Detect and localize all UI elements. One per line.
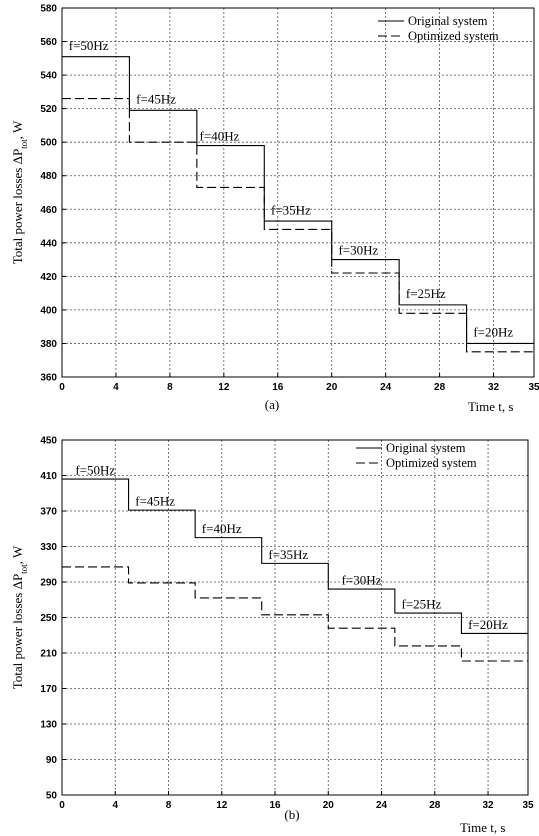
x-axis-label: Time t, s: [468, 399, 513, 414]
y-tick-label: 480: [40, 171, 57, 182]
frequency-label: f=50Hz: [69, 38, 109, 53]
x-tick-label: 32: [482, 800, 494, 811]
frequency-label: f=25Hz: [406, 286, 446, 301]
x-tick-label: 12: [218, 382, 230, 393]
y-axis-label: Total power losses ΔPtot, W: [10, 545, 29, 689]
x-axis-label: Time t, s: [460, 820, 505, 835]
series-line-optimized: [62, 98, 534, 353]
plot-frame: [61, 7, 535, 378]
y-tick-label: 250: [40, 613, 57, 624]
x-tick-label: 16: [272, 382, 284, 393]
legend-entry: Original system: [408, 14, 488, 28]
frequency-label: f=35Hz: [271, 202, 311, 217]
y-tick-label: 460: [40, 205, 57, 216]
y-tick-label: 400: [40, 305, 57, 316]
x-tick-label: 8: [167, 382, 173, 393]
series-line-original: [62, 56, 534, 345]
frequency-label: f=40Hz: [202, 521, 242, 536]
y-tick-label: 440: [40, 238, 57, 249]
frequency-label: f=30Hz: [342, 573, 382, 588]
x-tick-label: 20: [326, 382, 338, 393]
frequency-label: f=25Hz: [402, 597, 442, 612]
x-tick-label: 16: [269, 800, 281, 811]
y-tick-label: 380: [40, 339, 57, 350]
y-tick-label: 360: [40, 373, 57, 384]
x-tick-label: 4: [112, 800, 118, 811]
frequency-label: f=20Hz: [473, 325, 513, 340]
y-tick-label: 520: [40, 104, 57, 115]
y-tick-label: 370: [40, 507, 57, 518]
y-tick-label: 130: [40, 720, 57, 731]
x-tick-label: 4: [113, 382, 119, 393]
frequency-label: f=35Hz: [268, 547, 308, 562]
x-tick-label: 28: [429, 800, 441, 811]
legend-entry: Optimized system: [408, 29, 499, 43]
y-tick-label: 580: [40, 4, 57, 15]
x-tick-label: 35: [522, 800, 534, 811]
series-line-original: [62, 478, 528, 635]
x-tick-label: 35: [528, 382, 539, 393]
y-tick-label: 210: [40, 649, 57, 660]
panel-label: (b): [284, 807, 299, 822]
series-line-optimized: [62, 566, 528, 662]
y-tick-label: 170: [40, 684, 57, 695]
frequency-label: f=45Hz: [136, 92, 176, 107]
y-tick-label: 450: [40, 436, 57, 447]
x-tick-label: 0: [59, 800, 65, 811]
x-tick-label: 8: [166, 800, 172, 811]
x-tick-label: 24: [380, 382, 392, 393]
frequency-label: f=40Hz: [200, 129, 240, 144]
frequency-label: f=50Hz: [75, 463, 115, 478]
chart-panel-a: 0 4 8 12 16 20 24 28 32 35 360 380 400 420 440 460 480 50…: [10, 4, 539, 415]
y-tick-label: 50: [46, 791, 58, 802]
panel-label: (a): [265, 397, 279, 412]
frequency-label: f=30Hz: [338, 243, 378, 258]
y-tick-label: 330: [40, 542, 57, 553]
x-tick-label: 12: [216, 800, 228, 811]
x-tick-label: 32: [488, 382, 500, 393]
x-tick-label: 28: [434, 382, 446, 393]
frequency-label: f=45Hz: [135, 494, 175, 509]
y-tick-label: 410: [40, 471, 57, 482]
legend-entry: Optimized system: [386, 456, 477, 470]
y-tick-label: 90: [46, 755, 58, 766]
x-tick-label: 0: [59, 382, 65, 393]
frequency-label: f=20Hz: [468, 617, 508, 632]
y-tick-label: 420: [40, 272, 57, 283]
chart-panel-b: 0 4 8 12 16 20 24 28 32 35 50 90 130 170 210 250 290 330 3…: [10, 436, 534, 836]
y-tick-label: 540: [40, 71, 57, 82]
y-tick-label: 290: [40, 578, 57, 589]
y-tick-label: 560: [40, 37, 57, 48]
x-tick-label: 20: [323, 800, 335, 811]
legend-entry: Original system: [386, 441, 466, 455]
y-tick-label: 500: [40, 138, 57, 149]
y-axis-label: Total power losses ΔPtot, W: [10, 120, 29, 264]
x-tick-label: 24: [376, 800, 388, 811]
